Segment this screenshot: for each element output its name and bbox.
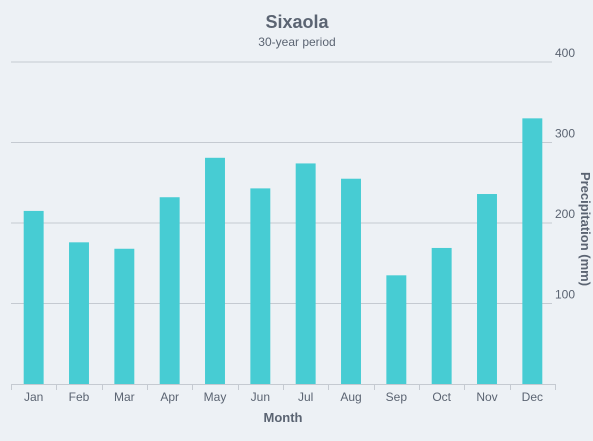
bar-feb[interactable]: [69, 242, 89, 384]
bar-jul[interactable]: [296, 163, 316, 384]
x-tick-label: Aug: [340, 390, 361, 404]
bar-sep[interactable]: [386, 275, 406, 384]
chart-subtitle: 30-year period: [258, 35, 335, 49]
x-tick-label: Oct: [432, 390, 451, 404]
y-axis-title: Precipitation (mm): [578, 172, 593, 286]
y-tick-label: 300: [555, 127, 575, 141]
x-tick-label: Mar: [114, 390, 135, 404]
x-tick-label: Jun: [251, 390, 270, 404]
y-tick-label: 400: [555, 46, 575, 60]
y-tick-label: 200: [555, 207, 575, 221]
x-tick-label: Feb: [69, 390, 90, 404]
bar-apr[interactable]: [160, 197, 180, 384]
bar-may[interactable]: [205, 158, 225, 384]
x-axis-title: Month: [264, 410, 303, 425]
x-tick-label: Sep: [386, 390, 408, 404]
x-tick-label: Apr: [160, 390, 179, 404]
x-tick-label: Dec: [522, 390, 543, 404]
x-tick-label: May: [204, 390, 227, 404]
bar-dec[interactable]: [522, 118, 542, 384]
bar-jan[interactable]: [24, 211, 44, 384]
y-tick-label: 100: [555, 288, 575, 302]
bar-nov[interactable]: [477, 194, 497, 384]
y-axis: 100 200 300 400: [555, 46, 575, 302]
x-axis: Jan Feb Mar Apr May Jun Jul Aug Sep Oct Nov Dec: [11, 384, 556, 404]
bar-aug[interactable]: [341, 179, 361, 384]
x-tick-label: Jul: [298, 390, 313, 404]
x-tick-label: Jan: [24, 390, 43, 404]
x-tick-label: Nov: [476, 390, 497, 404]
bar-jun[interactable]: [250, 188, 270, 384]
bars: [24, 118, 543, 384]
grid-lines: [11, 62, 552, 304]
chart-title: Sixaola: [265, 12, 329, 32]
bar-oct[interactable]: [432, 248, 452, 384]
bar-mar[interactable]: [114, 249, 134, 384]
